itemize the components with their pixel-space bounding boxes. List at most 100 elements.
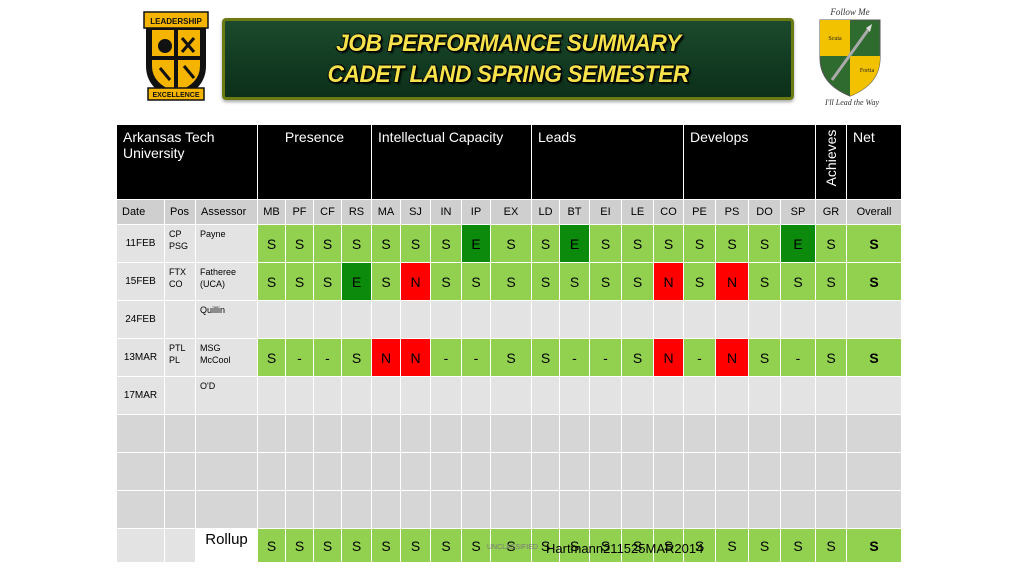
rating-cell: -	[461, 338, 491, 377]
column-header: Overall	[846, 199, 902, 225]
rating-cell: -	[683, 338, 716, 377]
rating-cell: S	[559, 262, 590, 301]
rating-cell	[490, 414, 532, 453]
rollup-rating-cell: S	[653, 528, 684, 563]
rating-cell: S	[400, 224, 431, 263]
rating-cell: S	[313, 224, 342, 263]
column-header: CO	[653, 199, 684, 225]
date-cell	[116, 414, 165, 453]
rating-cell	[846, 300, 902, 339]
badge-bottom-text: EXCELLENCE	[152, 92, 199, 99]
rating-cell	[780, 490, 816, 529]
rating-cell: S	[815, 338, 847, 377]
column-header: LD	[531, 199, 560, 225]
rating-cell	[748, 452, 781, 491]
rating-cell	[846, 490, 902, 529]
rating-cell	[748, 490, 781, 529]
rating-cell: S	[461, 262, 491, 301]
title-banner: JOB PERFORMANCE SUMMARY CADET LAND SPRIN…	[222, 18, 794, 100]
develops-header: Develops	[683, 124, 816, 200]
table-header-row: Arkansas Tech University Presence Intell…	[116, 124, 902, 200]
rating-cell	[815, 300, 847, 339]
rating-cell	[430, 376, 462, 415]
rating-cell	[780, 376, 816, 415]
rating-cell: -	[313, 338, 342, 377]
table-row	[116, 452, 902, 491]
crest-bottom-text: I'll Lead the Way	[824, 98, 880, 107]
rollup-label: Rollup	[195, 528, 258, 563]
rating-cell	[285, 300, 314, 339]
rating-cell	[430, 452, 462, 491]
rating-cell: E	[461, 224, 491, 263]
column-header: LE	[621, 199, 654, 225]
rating-cell	[285, 414, 314, 453]
banner-title-line1: JOB PERFORMANCE SUMMARY	[335, 30, 681, 57]
date-cell	[116, 452, 165, 491]
rating-cell	[653, 414, 684, 453]
table-row	[116, 414, 902, 453]
column-header: BT	[559, 199, 590, 225]
rating-cell: N	[371, 338, 401, 377]
column-header: PF	[285, 199, 314, 225]
rating-cell	[621, 414, 654, 453]
rating-cell	[531, 490, 560, 529]
rating-cell	[461, 376, 491, 415]
rating-cell	[313, 452, 342, 491]
rollup-rating-cell: S	[400, 528, 431, 563]
rating-cell: S	[371, 262, 401, 301]
rating-cell	[748, 414, 781, 453]
rating-cell	[621, 376, 654, 415]
date-cell: 17MAR	[116, 376, 165, 415]
rating-cell	[313, 490, 342, 529]
rating-cell	[780, 300, 816, 339]
rating-cell	[490, 452, 532, 491]
rollup-rating-cell: S	[621, 528, 654, 563]
rating-cell: S	[257, 262, 286, 301]
crest-top-text: Follow Me	[829, 7, 869, 17]
rollup-rating-cell: S	[748, 528, 781, 563]
table-row: 15FEB FTX CO Fatheree (UCA) S S S E S N S S S S S S S N S…	[116, 262, 902, 301]
rating-cell	[371, 414, 401, 453]
date-cell	[116, 490, 165, 529]
rating-cell	[748, 300, 781, 339]
rollup-rating-cell: S	[589, 528, 622, 563]
rating-cell	[683, 490, 716, 529]
assessor-cell	[195, 414, 258, 453]
assessor-cell: Payne	[195, 224, 258, 263]
rating-cell	[257, 490, 286, 529]
date-cell: 24FEB	[116, 300, 165, 339]
rating-cell	[715, 452, 749, 491]
rating-cell: S	[285, 262, 314, 301]
classification-label: UNCLASSIFIED	[487, 544, 538, 551]
rollup-rating-cell: S	[371, 528, 401, 563]
rating-cell	[257, 300, 286, 339]
rating-cell	[815, 376, 847, 415]
rollup-rating-cell: S	[341, 528, 372, 563]
column-header: SP	[780, 199, 816, 225]
rating-cell: S	[313, 262, 342, 301]
rating-cell	[559, 414, 590, 453]
assessor-cell: Quillin	[195, 300, 258, 339]
achieves-header: Achieves	[823, 129, 839, 187]
position-cell: PTL PL	[164, 338, 196, 377]
position-cell: FTX CO	[164, 262, 196, 301]
rollup-rating-cell: S	[846, 528, 902, 563]
position-cell	[164, 490, 196, 529]
rating-cell	[257, 376, 286, 415]
badge-top-text: LEADERSHIP	[150, 17, 202, 26]
rating-cell	[257, 452, 286, 491]
rating-cell	[846, 376, 902, 415]
presence-header: Presence	[257, 124, 372, 200]
rating-cell	[400, 452, 431, 491]
position-cell	[164, 300, 196, 339]
assessor-cell: MSG McCool	[195, 338, 258, 377]
assessor-cell	[195, 452, 258, 491]
rollup-date-cell	[116, 528, 165, 563]
rating-cell	[531, 376, 560, 415]
rating-cell: -	[430, 338, 462, 377]
rating-cell: -	[285, 338, 314, 377]
rating-cell	[371, 300, 401, 339]
rating-cell	[490, 300, 532, 339]
rating-cell	[313, 376, 342, 415]
achieves-header-cell: Achieves	[815, 124, 847, 200]
